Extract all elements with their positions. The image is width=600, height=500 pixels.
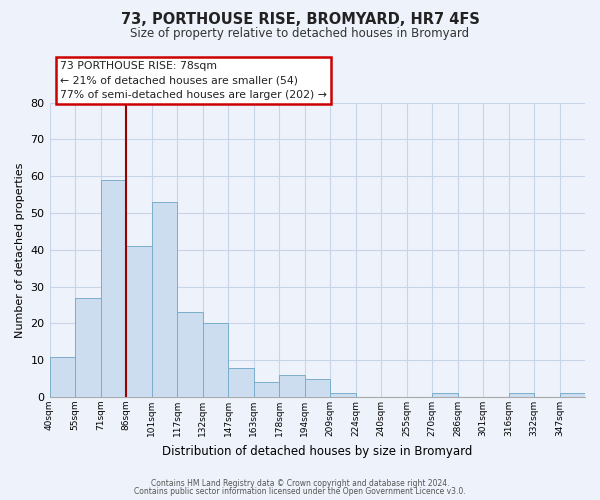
Text: 73, PORTHOUSE RISE, BROMYARD, HR7 4FS: 73, PORTHOUSE RISE, BROMYARD, HR7 4FS	[121, 12, 479, 28]
Text: Contains public sector information licensed under the Open Government Licence v3: Contains public sector information licen…	[134, 487, 466, 496]
Bar	[330, 394, 356, 397]
Bar	[75, 298, 101, 397]
Bar	[50, 356, 75, 397]
Bar	[432, 394, 458, 397]
Bar	[254, 382, 279, 397]
Bar	[152, 202, 177, 397]
Bar	[203, 324, 228, 397]
Bar	[560, 394, 585, 397]
Bar	[228, 368, 254, 397]
Text: Size of property relative to detached houses in Bromyard: Size of property relative to detached ho…	[130, 28, 470, 40]
Bar	[509, 394, 534, 397]
Text: Contains HM Land Registry data © Crown copyright and database right 2024.: Contains HM Land Registry data © Crown c…	[151, 478, 449, 488]
Bar	[279, 375, 305, 397]
Bar	[305, 378, 330, 397]
Bar	[101, 180, 126, 397]
X-axis label: Distribution of detached houses by size in Bromyard: Distribution of detached houses by size …	[162, 444, 472, 458]
Bar	[126, 246, 152, 397]
Bar	[177, 312, 203, 397]
Y-axis label: Number of detached properties: Number of detached properties	[15, 162, 25, 338]
Text: 73 PORTHOUSE RISE: 78sqm
← 21% of detached houses are smaller (54)
77% of semi-d: 73 PORTHOUSE RISE: 78sqm ← 21% of detach…	[60, 61, 327, 100]
